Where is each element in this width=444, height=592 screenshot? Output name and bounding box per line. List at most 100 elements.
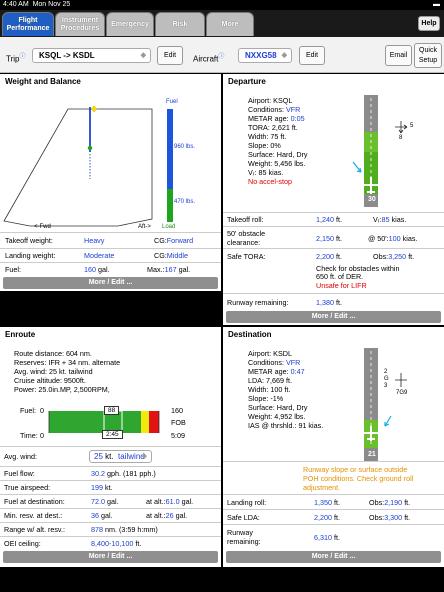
chevron-down-icon: ◆: [281, 52, 287, 59]
enroute-panel: Enroute Route distance: 604 nm. Reserves…: [0, 327, 221, 567]
safe-tora-value: 2,200 ft.: [316, 252, 342, 261]
takeoff-roll-label: Takeoff roll:: [227, 215, 264, 224]
fuel-label-row: Fuel:: [5, 265, 21, 274]
runway-remaining-label-2: remaining:: [227, 537, 261, 546]
obstacle-note: 650 ft. of DER.: [316, 272, 364, 281]
unsafe-lifr: Unsafe for LIFR: [316, 281, 367, 290]
runway-remaining-value: 6,310 ft.: [314, 533, 340, 542]
enroute-line: Avg. wind: 25 kt. tailwind: [14, 367, 93, 376]
landing-weight-value: Moderate: [84, 251, 115, 260]
fuel-bar: [167, 109, 173, 189]
max-fuel: Max.:167 gal.: [147, 265, 191, 274]
destination-runway-diagram: [360, 348, 407, 462]
load-label: Load: [162, 224, 176, 230]
info-icon[interactable]: ⓘ: [19, 54, 26, 60]
runway-number: 21: [368, 451, 376, 458]
arrow-icon: [384, 415, 392, 427]
min-reserve-bar: [149, 411, 159, 433]
safe-lda-label: Safe LDA:: [227, 513, 260, 522]
wb-more-edit-button[interactable]: More / Edit ...: [3, 277, 218, 289]
chevron-down-icon: ◆: [141, 453, 147, 460]
help-button[interactable]: Help: [418, 16, 440, 31]
fuel-flow-value: 30.2 gph. (181 pph.): [91, 469, 156, 478]
dest-line: LDA: 7,669 ft.: [248, 376, 292, 385]
tab-instrument-procedures[interactable]: Instrument Procedures: [55, 12, 105, 36]
destination-conditions: Conditions: VFR: [248, 358, 301, 367]
departure-metar: METAR age: 0:05: [248, 114, 305, 123]
tab-flight-performance[interactable]: Flight Performance: [2, 12, 54, 36]
weight-balance-panel: Weight and Balance Fuel 960 lbs. 470 lbs…: [0, 74, 221, 291]
takeoff-cg-label: CG:Forward: [154, 236, 194, 245]
email-button[interactable]: Email: [385, 45, 412, 66]
departure-panel: Departure Airport: KSQL Conditions: VFR …: [223, 74, 444, 325]
destination-panel: Destination Airport: KSDL Conditions: VF…: [223, 327, 444, 567]
aircraft-select[interactable]: NXXG58 ◆: [238, 48, 292, 63]
tab-more[interactable]: More: [206, 12, 254, 36]
info-icon[interactable]: ⓘ: [218, 54, 225, 60]
avg-wind-label: Avg. wind:: [4, 452, 38, 461]
fuel-top-value: 960 lbs.: [174, 144, 196, 150]
dep-line: Slope: 0%: [248, 141, 281, 150]
dest-line: Width: 100 ft.: [248, 385, 291, 394]
destination-metar: METAR age: 0:47: [248, 367, 305, 376]
safe-lda-obs-value: Obs:3,300 ft.: [369, 513, 411, 522]
weight-balance-chart: [3, 106, 173, 227]
surface-warning: adjustment.: [303, 483, 341, 492]
trip-select[interactable]: KSQL -> KSDL ◆: [32, 48, 151, 63]
departure-conditions: Conditions: VFR: [248, 105, 301, 114]
oei-ceiling-value: 8,400-10,100 ft.: [91, 539, 142, 548]
landing-obs-value: Obs:2,190 ft.: [369, 498, 411, 507]
airplane-icon: [360, 177, 382, 194]
takeoff-roll-value: 1,240 ft.: [316, 215, 342, 224]
arrow-icon: [352, 161, 362, 173]
obs-value: Obs:3,250 ft.: [373, 252, 415, 261]
dest-line: Surface: Hard, Dry: [248, 403, 308, 412]
status-bar: 4:40 AM Mon Nov 25 ▬: [0, 0, 444, 10]
min-resv-label: Min. resv. at dest.:: [4, 511, 63, 520]
tab-emergency[interactable]: Emergency: [106, 12, 154, 36]
at-50-value: @ 50':100 kias.: [368, 234, 418, 243]
panel-title: Destination: [228, 330, 272, 339]
fwd-label: <-Fwd: [34, 224, 51, 230]
departure-airport: Airport: KSQL: [248, 96, 293, 105]
wind-value: 8: [399, 135, 403, 141]
quick-setup-button[interactable]: Quick Setup: [414, 43, 442, 68]
true-airspeed-label: True airspeed:: [4, 483, 51, 492]
departure-runway-diagram: [352, 95, 408, 207]
fuel-at-dest-label: Fuel at destination:: [4, 497, 65, 506]
load-bar: [167, 189, 173, 222]
landing-point: [87, 145, 93, 151]
wind-value: 5: [410, 123, 414, 129]
chevron-down-icon: ◆: [140, 52, 146, 59]
obstacle-label-2: clearance:: [227, 238, 261, 247]
min-resv-value: 36 gal.: [91, 511, 113, 520]
enroute-line: Reserves: IFR + 34 nm. alternate: [14, 358, 121, 367]
true-airspeed-value: 199 kt.: [91, 483, 113, 492]
dest-line: IAS @ thrshld.: 91 kias.: [248, 421, 324, 430]
departure-more-edit-button[interactable]: More / Edit ...: [226, 311, 441, 323]
tab-risk[interactable]: Risk: [155, 12, 205, 36]
obstacle-note: Check for obstacles within: [316, 264, 400, 273]
fob-label: FOB: [171, 418, 186, 427]
range-value: 878 nm. (3:59 h:mm): [91, 525, 158, 534]
oei-ceiling-label: OEI ceiling:: [4, 539, 41, 548]
destination-more-edit-button[interactable]: More / Edit ...: [226, 551, 441, 563]
obstacle-value: 2,150 ft.: [316, 234, 342, 243]
wind-icon: [395, 373, 407, 387]
fuel-zero: 0: [40, 406, 44, 415]
dep-line: Weight: 5,456 lbs.: [248, 159, 306, 168]
aircraft-label: Aircraftⓘ: [193, 54, 225, 64]
vr-value: Vᵣ:85 kias.: [373, 215, 407, 224]
edit-trip-button[interactable]: Edit: [157, 46, 183, 65]
landing-weight-label: Landing weight:: [5, 251, 56, 260]
fuel-at-dest-value: 72.0 gal.: [91, 497, 119, 506]
fuel-flow-label: Fuel flow:: [4, 469, 35, 478]
cg-envelope: [3, 108, 153, 227]
enroute-line: Cruise altitude: 9500ft.: [14, 376, 86, 385]
dep-line: TORA: 2,621 ft.: [248, 123, 298, 132]
edit-aircraft-button[interactable]: Edit: [299, 46, 325, 65]
fuel-value: 160 gal.: [84, 265, 110, 274]
enroute-more-edit-button[interactable]: More / Edit ...: [3, 551, 218, 563]
runway-number: 30: [368, 196, 376, 203]
avg-wind-select[interactable]: 25 kt. tailwind ◆: [89, 450, 152, 463]
